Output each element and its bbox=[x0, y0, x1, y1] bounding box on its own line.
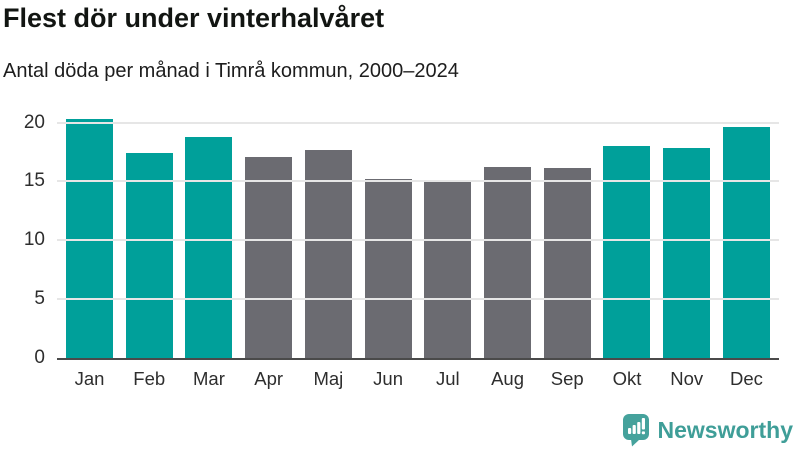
bar-okt bbox=[603, 146, 651, 358]
logo-text: Newsworthy bbox=[657, 416, 793, 443]
x-tick-label-okt: Okt bbox=[612, 368, 642, 389]
x-tick-label-mar: Mar bbox=[193, 368, 225, 389]
bar-jan bbox=[66, 119, 113, 358]
plot-area bbox=[57, 112, 779, 360]
bar-dec bbox=[722, 127, 770, 358]
x-tick-label-jul: Jul bbox=[435, 368, 460, 389]
x-tick-label-maj: Maj bbox=[313, 368, 344, 389]
gridline-20 bbox=[57, 121, 779, 124]
bar-feb bbox=[125, 153, 173, 358]
bar-aug bbox=[484, 167, 532, 358]
x-tick-label-jan: Jan bbox=[74, 368, 105, 389]
bar-mar bbox=[185, 137, 233, 358]
bar-nov bbox=[663, 148, 711, 358]
x-tick-label-aug: Aug bbox=[491, 368, 524, 389]
chart-title: Flest dör under vinterhalvåret bbox=[3, 3, 385, 33]
x-tick-label-nov: Nov bbox=[670, 368, 704, 389]
x-tick-label-apr: Apr bbox=[254, 368, 284, 389]
newsworthy-logo[interactable]: Newsworthy bbox=[621, 413, 793, 447]
gridline-10 bbox=[57, 239, 779, 242]
bar-jul bbox=[424, 181, 472, 358]
chart-subtitle: Antal döda per månad i Timrå kommun, 200… bbox=[3, 60, 459, 82]
y-tick-label-5: 5 bbox=[34, 288, 45, 310]
y-tick-label-10: 10 bbox=[23, 229, 45, 251]
y-tick-label-20: 20 bbox=[23, 111, 45, 133]
bar-sep bbox=[543, 168, 591, 358]
bar-apr bbox=[245, 157, 293, 358]
x-axis-labels: Jan Feb Mar Apr Maj Jun Jul Aug Sep Okt Nov Dec bbox=[57, 368, 779, 390]
x-tick-label-feb: Feb bbox=[133, 368, 166, 389]
bar-maj bbox=[304, 150, 352, 358]
y-tick-label-0: 0 bbox=[34, 347, 45, 368]
y-tick-label-15: 15 bbox=[23, 170, 45, 192]
x-tick-label-dec: Dec bbox=[729, 368, 763, 389]
bars-container bbox=[57, 112, 779, 358]
bar-chart-speech-bubble-icon bbox=[621, 413, 651, 447]
x-tick-label-jun: Jun bbox=[373, 368, 403, 389]
gridline-5 bbox=[57, 298, 779, 301]
gridline-15 bbox=[57, 180, 779, 183]
y-axis-labels: 0 5 10 15 20 bbox=[0, 111, 45, 368]
x-tick-label-sep: Sep bbox=[550, 368, 584, 389]
bar-jun bbox=[364, 179, 412, 358]
